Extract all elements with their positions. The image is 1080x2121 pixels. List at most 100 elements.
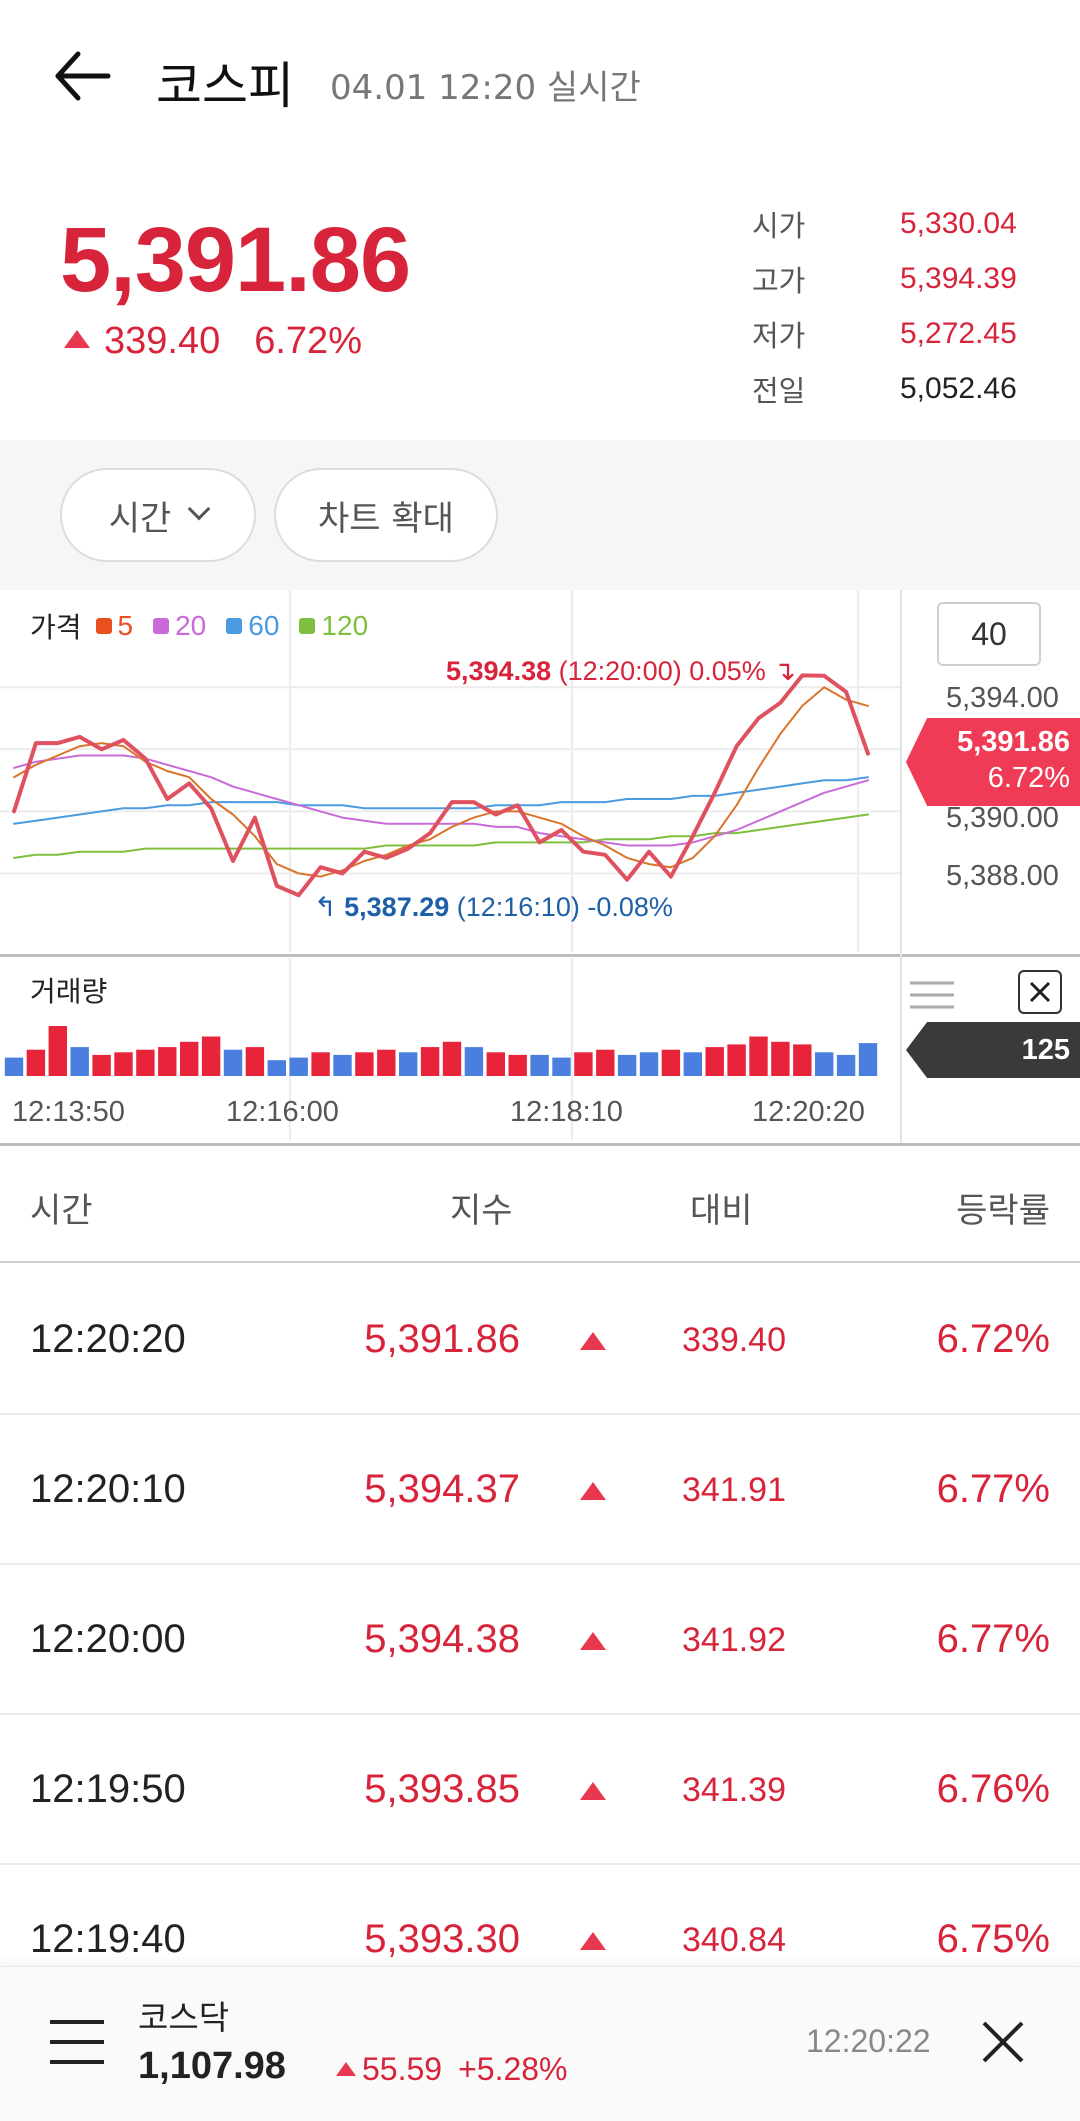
- volume-bar: [289, 1057, 308, 1076]
- volume-bar: [180, 1041, 199, 1076]
- current-price-tag: 5,391.86 6.72%: [906, 718, 1080, 806]
- ohlc-value: 5,330.04: [900, 206, 1017, 240]
- legend-label: 60: [248, 610, 280, 641]
- legend-label: 5: [117, 610, 134, 641]
- chart-zoom-button[interactable]: 차트 확대: [274, 468, 498, 562]
- legend-swatch: [299, 618, 316, 634]
- volume-bar: [552, 1057, 571, 1076]
- high-annotation: 5,394.38 (12:20:00) 0.05% ↴: [446, 656, 796, 687]
- row-change: 341.92: [682, 1621, 786, 1659]
- ticker-change: 55.59 +5.28%: [336, 2051, 568, 2088]
- series-line-ma20: [13, 754, 869, 847]
- back-button[interactable]: [50, 44, 120, 114]
- row-change: 341.91: [682, 1471, 786, 1509]
- price-change: 339.40 6.72%: [64, 320, 362, 363]
- row-index: 5,394.37: [364, 1467, 520, 1511]
- price-chart[interactable]: 가격 5 20 60 120 5,394.38 (12:20:00) 0.05%…: [0, 590, 1080, 1146]
- volume-bar: [399, 1052, 418, 1076]
- volume-bar: [464, 1047, 484, 1076]
- volume-bar: [420, 1047, 440, 1076]
- legend-swatch: [226, 618, 243, 634]
- volume-bar: [311, 1052, 330, 1076]
- row-pct: 6.75%: [936, 1917, 1050, 1961]
- volume-bar: [836, 1054, 856, 1076]
- legend-item-ma60: 60: [226, 610, 279, 642]
- legend-item-ma20: 20: [153, 610, 206, 642]
- time-dropdown-label: 시간: [108, 498, 172, 539]
- col-header-index: 지수: [450, 1191, 513, 1231]
- current-price-tag-value: 5,391.86: [957, 726, 1070, 758]
- chart-legend: 가격 5 20 60 120: [30, 606, 388, 646]
- bottom-ticker-bar[interactable]: 코스닥 1,107.98 55.59 +5.28% 12:20:22: [0, 1966, 1080, 2121]
- low-annotation-pct: -0.08%: [587, 892, 673, 922]
- ohlc-label: 시가: [752, 208, 806, 243]
- table-row: 12:20:10 5,394.37 341.91 6.77%: [0, 1415, 1080, 1565]
- close-icon: [982, 2021, 1024, 2063]
- change-value: 339.40: [104, 320, 221, 362]
- volume-bar: [333, 1054, 352, 1076]
- ticker-name: 코스닥: [138, 1998, 230, 2037]
- menu-icon[interactable]: [910, 980, 954, 1010]
- volume-bar: [48, 1026, 67, 1076]
- high-annotation-pct: 0.05%: [689, 656, 766, 686]
- close-button[interactable]: [980, 2019, 1026, 2065]
- candle-count-box[interactable]: 40: [937, 602, 1041, 666]
- current-price-tag-pct: 6.72%: [987, 762, 1070, 794]
- volume-bar: [815, 1052, 834, 1076]
- volume-bar: [70, 1047, 89, 1076]
- row-index: 5,394.38: [364, 1617, 520, 1661]
- col-header-pct: 등락률: [956, 1191, 1050, 1231]
- volume-bar: [793, 1044, 812, 1076]
- triangle-up-icon: [64, 329, 90, 348]
- row-change: 340.84: [682, 1921, 786, 1959]
- volume-bar: [355, 1052, 374, 1076]
- header: 코스피 04.01 12:20 실시간: [0, 0, 1080, 160]
- y-tick-label: 5,390.00: [946, 802, 1059, 834]
- ticker-change-pct: +5.28%: [458, 2051, 568, 2087]
- arrow-up-left-icon: ↰: [314, 892, 337, 922]
- x-tick-label: 12:13:50: [12, 1096, 125, 1128]
- ohlc-label: 고가: [752, 263, 806, 298]
- volume-bar: [727, 1044, 746, 1076]
- menu-button[interactable]: [50, 2019, 104, 2065]
- volume-current-value: 125: [1021, 1034, 1070, 1066]
- triangle-up-icon: [580, 1782, 606, 1800]
- legend-swatch: [153, 618, 170, 634]
- table-row: 12:19:50 5,393.85 341.39 6.76%: [0, 1715, 1080, 1865]
- col-header-change: 대비: [690, 1191, 753, 1231]
- triangle-up-icon: [336, 2061, 356, 2076]
- high-annotation-time: (12:20:00): [558, 656, 682, 686]
- triangle-up-icon: [580, 1932, 606, 1950]
- volume-bar: [530, 1054, 549, 1076]
- time-dropdown[interactable]: 시간: [60, 468, 256, 562]
- volume-bar: [114, 1052, 133, 1076]
- x-tick-label: 12:18:10: [510, 1096, 623, 1128]
- volume-label: 거래량: [30, 975, 108, 1008]
- volume-bar: [158, 1047, 177, 1076]
- row-pct: 6.77%: [936, 1617, 1050, 1661]
- row-pct: 6.76%: [936, 1767, 1050, 1811]
- legend-swatch: [95, 618, 112, 634]
- volume-bar: [377, 1049, 396, 1076]
- legend-title: 가격: [30, 611, 82, 644]
- arrow-down-right-icon: ↴: [773, 656, 796, 686]
- x-tick-label: 12:20:20: [752, 1096, 865, 1128]
- current-price: 5,391.86: [60, 209, 411, 311]
- ohlc-panel: 시가 5,330.04 고가 5,394.39 저가 5,272.45 전일 5…: [752, 196, 1052, 416]
- volume-bar: [223, 1049, 243, 1076]
- low-annotation-time: (12:16:10): [456, 892, 580, 922]
- ohlc-row-prev: 전일 5,052.46: [752, 361, 1052, 416]
- ticker-change-value: 55.59: [362, 2051, 443, 2087]
- y-tick-label: 5,388.00: [946, 860, 1059, 892]
- row-time: 12:19:50: [30, 1767, 186, 1811]
- volume-bar: [661, 1049, 681, 1076]
- change-pct: 6.72%: [254, 320, 362, 362]
- volume-bar: [92, 1054, 111, 1076]
- row-index: 5,393.30: [364, 1917, 520, 1961]
- close-volume-button[interactable]: [1018, 970, 1062, 1014]
- volume-bar: [4, 1057, 24, 1076]
- volume-bar: [201, 1036, 221, 1076]
- table-row: 12:20:20 5,391.86 339.40 6.72%: [0, 1265, 1080, 1415]
- legend-item-ma120: 120: [299, 610, 368, 642]
- ticker-time: 12:20:22: [806, 2023, 931, 2059]
